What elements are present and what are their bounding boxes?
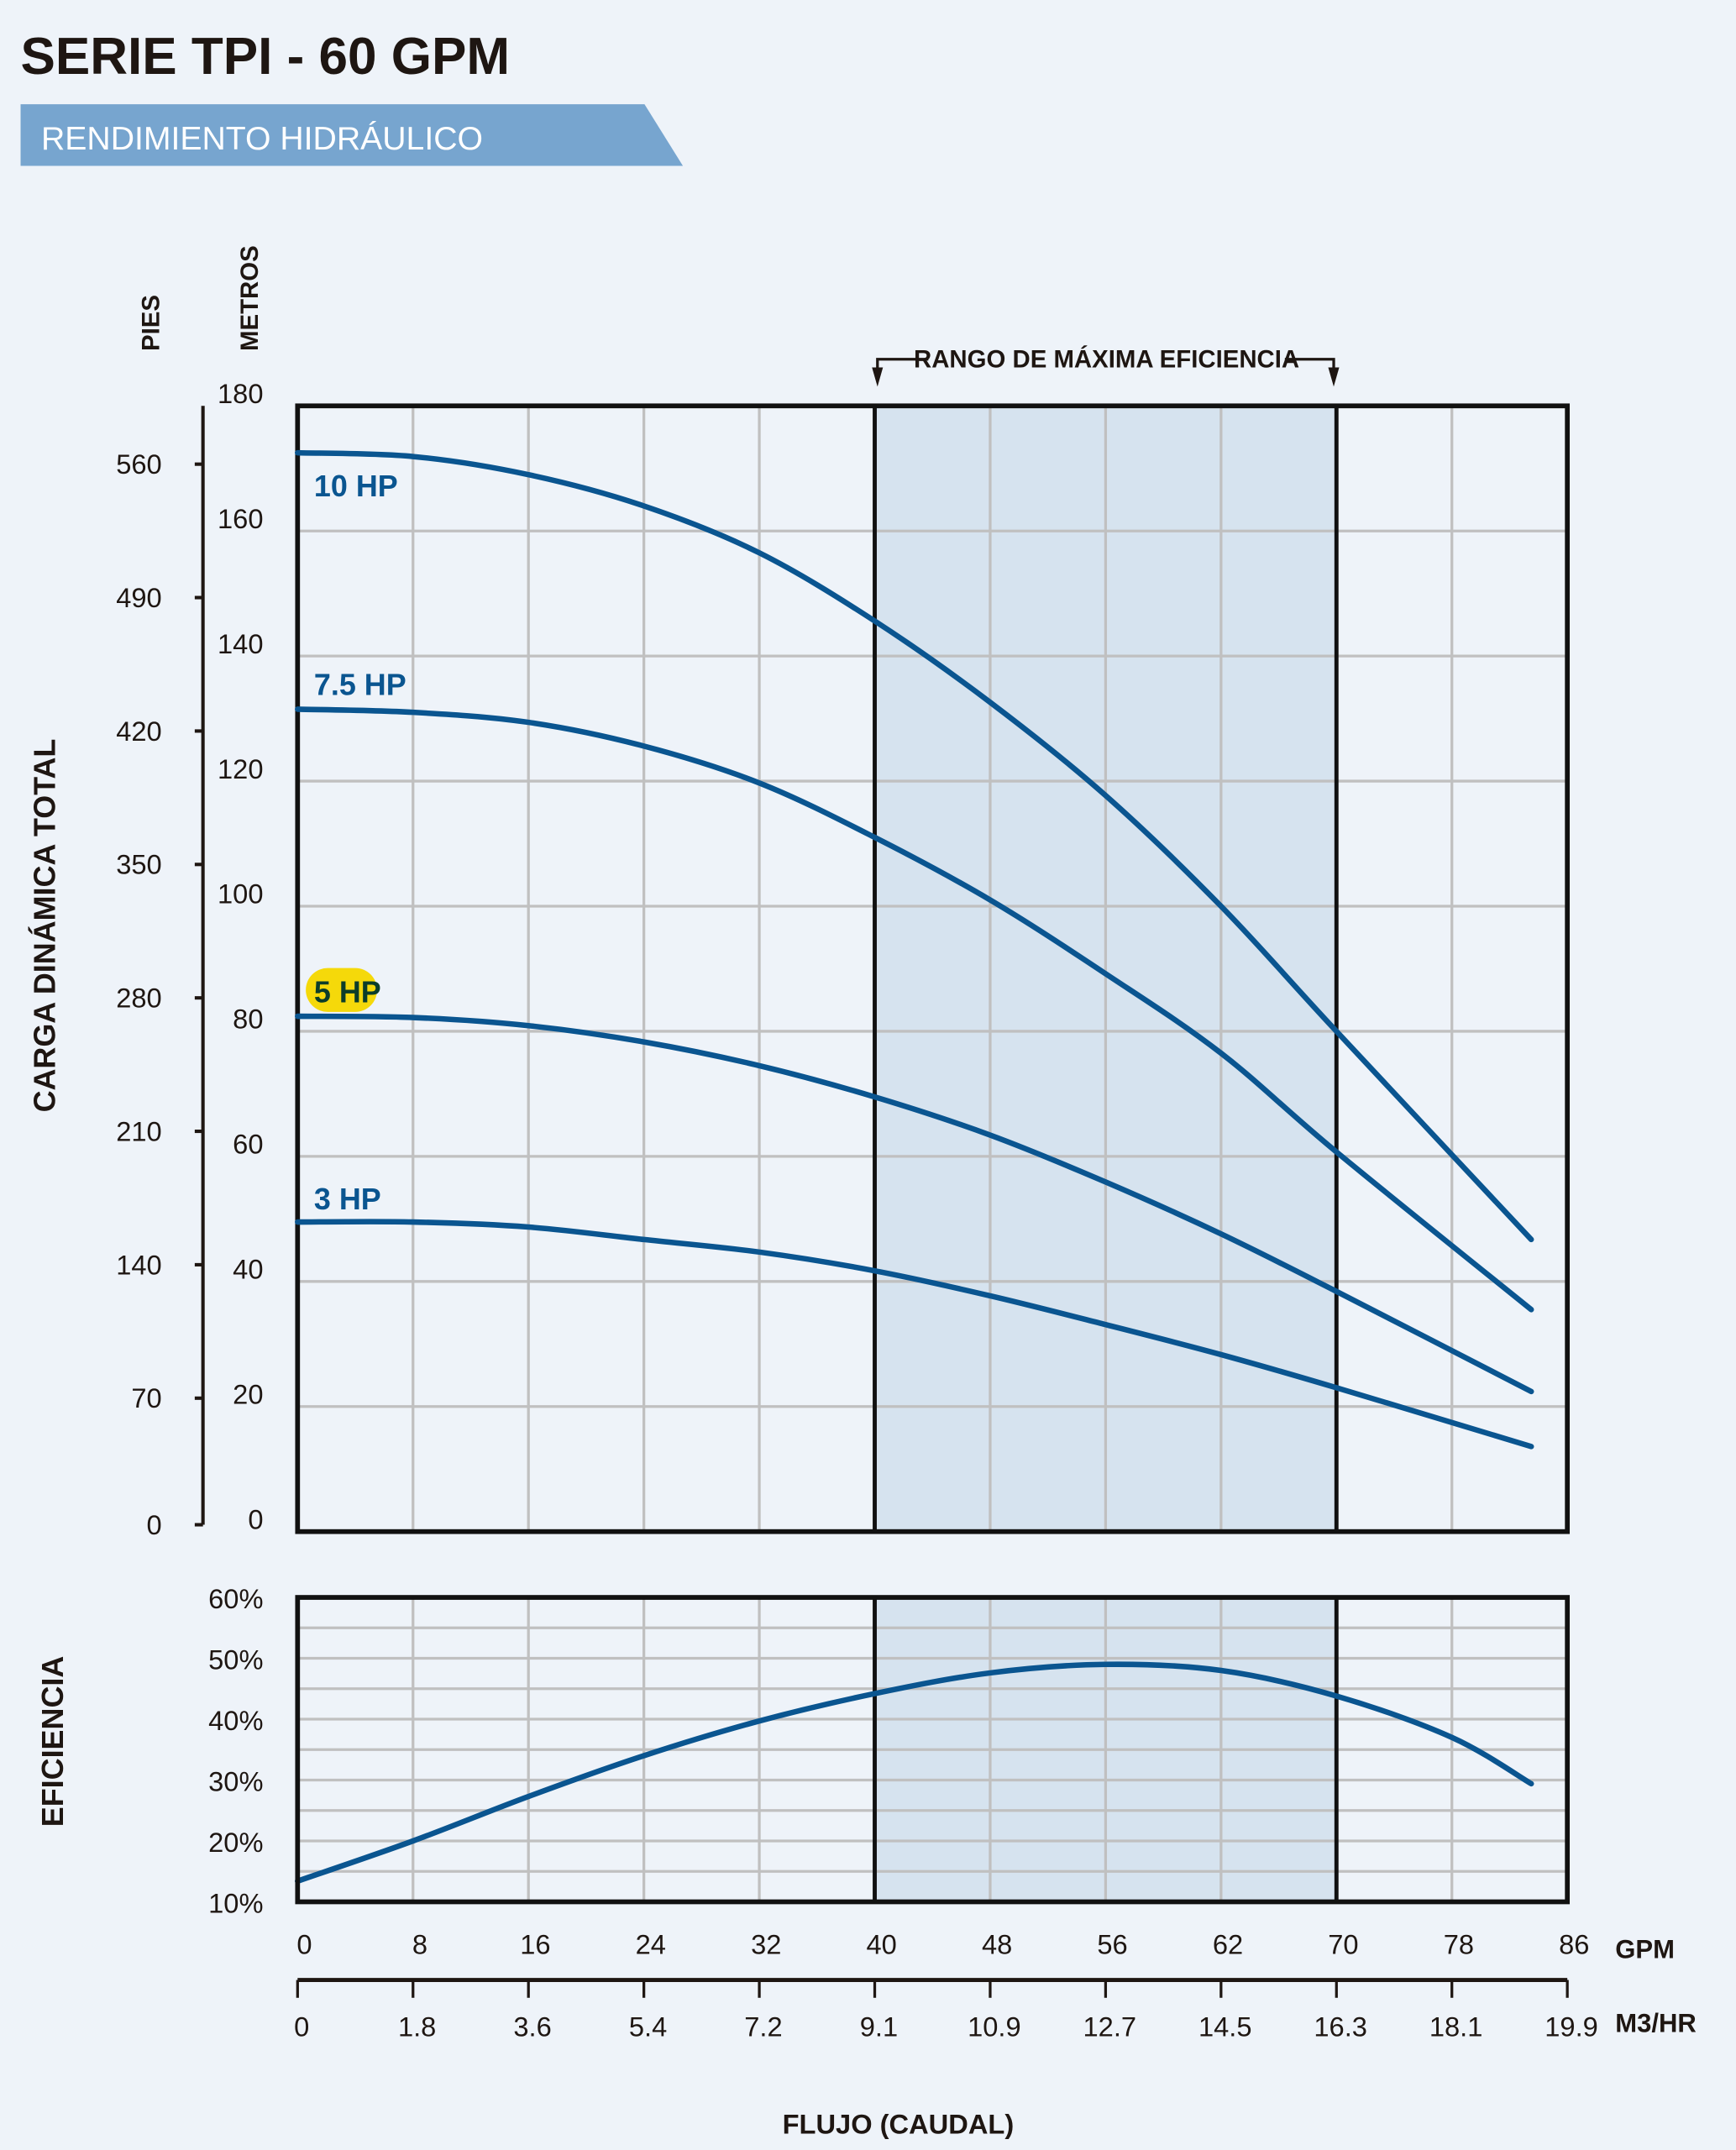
y-tick-efficiency: 20%: [208, 1827, 263, 1858]
y-tick-feet: 490: [116, 582, 161, 613]
arrow-down-icon: [1328, 367, 1340, 387]
axis-unit-meters: METROS: [236, 245, 264, 351]
y-tick-efficiency: 30%: [208, 1766, 263, 1797]
y-tick-feet: 560: [116, 448, 161, 480]
y-tick-feet: 350: [116, 849, 161, 880]
x-tick-gpm: 62: [1213, 1929, 1243, 1960]
y-axis-title-head: CARGA DINÁMICA TOTAL: [27, 739, 61, 1113]
efficiency-curve: [295, 1661, 1534, 1885]
x-tick-m3hr: 10.9: [968, 2011, 1021, 2042]
axis-unit-feet: PIES: [137, 295, 165, 351]
x-tick-m3hr: 14.5: [1198, 2011, 1252, 2042]
y-tick-meters: 160: [218, 503, 263, 534]
x-tick-m3hr: 19.9: [1545, 2011, 1598, 2042]
curve-label: 10 HP: [314, 469, 398, 503]
x-tick-m3hr: 16.3: [1314, 2011, 1367, 2042]
x-tick-m3hr: 0: [294, 2011, 309, 2042]
x-tick-gpm: 8: [412, 1929, 427, 1960]
x-tick-gpm: 24: [636, 1929, 666, 1960]
y-tick-meters: 20: [233, 1378, 263, 1409]
efficiency-plot-frame: [295, 1595, 1571, 1905]
curve-3-hp: [295, 1219, 1534, 1450]
y-tick-efficiency: 60%: [208, 1583, 263, 1614]
x-tick-m3hr: 9.1: [860, 2011, 898, 2042]
x-tick-m3hr: 12.7: [1083, 2011, 1137, 2042]
curve-5-hp: [295, 1013, 1534, 1395]
y-tick-feet: 140: [116, 1249, 161, 1280]
x-tick-gpm: 32: [751, 1929, 781, 1960]
y-axis-title-efficiency: EFICIENCIA: [35, 1656, 70, 1827]
y-tick-meters: 140: [218, 628, 263, 659]
y-tick-meters: 60: [233, 1129, 263, 1160]
x-tick-gpm: 78: [1444, 1929, 1474, 1960]
y-tick-efficiency: 10%: [208, 1888, 263, 1919]
subtitle-banner: [20, 104, 684, 166]
x-axis-title: FLUJO (CAUDAL): [783, 2108, 1015, 2139]
arrow-down-icon: [872, 367, 884, 387]
x-tick-gpm: 86: [1559, 1929, 1589, 1960]
page-title: SERIE TPI - 60 GPM: [21, 28, 511, 86]
x-tick-gpm: 0: [296, 1929, 312, 1960]
y-tick-meters: 180: [218, 378, 263, 409]
y-tick-efficiency: 40%: [208, 1705, 263, 1736]
y-tick-feet: 0: [147, 1509, 162, 1540]
x-tick-gpm: 56: [1097, 1929, 1127, 1960]
y-tick-feet: 70: [131, 1382, 161, 1413]
x-tick-gpm: 40: [867, 1929, 897, 1960]
x-tick-gpm: 70: [1328, 1929, 1358, 1960]
y-tick-feet: 420: [116, 716, 161, 747]
y-tick-feet: 280: [116, 983, 161, 1014]
x-tick-m3hr: 7.2: [744, 2011, 782, 2042]
curve-label: 7.5 HP: [314, 668, 406, 702]
head-plot-frame: [295, 403, 1571, 1534]
y-tick-meters: 80: [233, 1004, 263, 1035]
curve-10-hp: [295, 449, 1534, 1243]
x-unit-m3hr: M3/HR: [1615, 2009, 1697, 2038]
subtitle-text: RENDIMIENTO HIDRÁULICO: [41, 121, 483, 157]
y-tick-efficiency: 50%: [208, 1644, 263, 1675]
x-tick-m3hr: 1.8: [398, 2011, 436, 2042]
highlight-badge: [306, 968, 378, 1012]
y-tick-feet: 210: [116, 1115, 161, 1146]
x-tick-gpm: 16: [520, 1929, 550, 1960]
x-tick-m3hr: 18.1: [1429, 2011, 1483, 2042]
x-unit-gpm: GPM: [1615, 1934, 1675, 1964]
curve-label: 5 HP: [314, 974, 381, 1009]
curve-7-5-hp: [295, 706, 1534, 1313]
curve-label: 3 HP: [314, 1182, 381, 1216]
x-tick-gpm: 48: [982, 1929, 1012, 1960]
range-annotation-label: RANGO DE MÁXIMA EFICIENCIA: [914, 345, 1299, 374]
y-tick-meters: 0: [248, 1503, 263, 1534]
y-tick-meters: 40: [233, 1254, 263, 1285]
y-tick-meters: 100: [218, 878, 263, 910]
x-tick-m3hr: 3.6: [513, 2011, 551, 2042]
y-tick-meters: 120: [218, 753, 263, 784]
x-tick-m3hr: 5.4: [629, 2011, 667, 2042]
